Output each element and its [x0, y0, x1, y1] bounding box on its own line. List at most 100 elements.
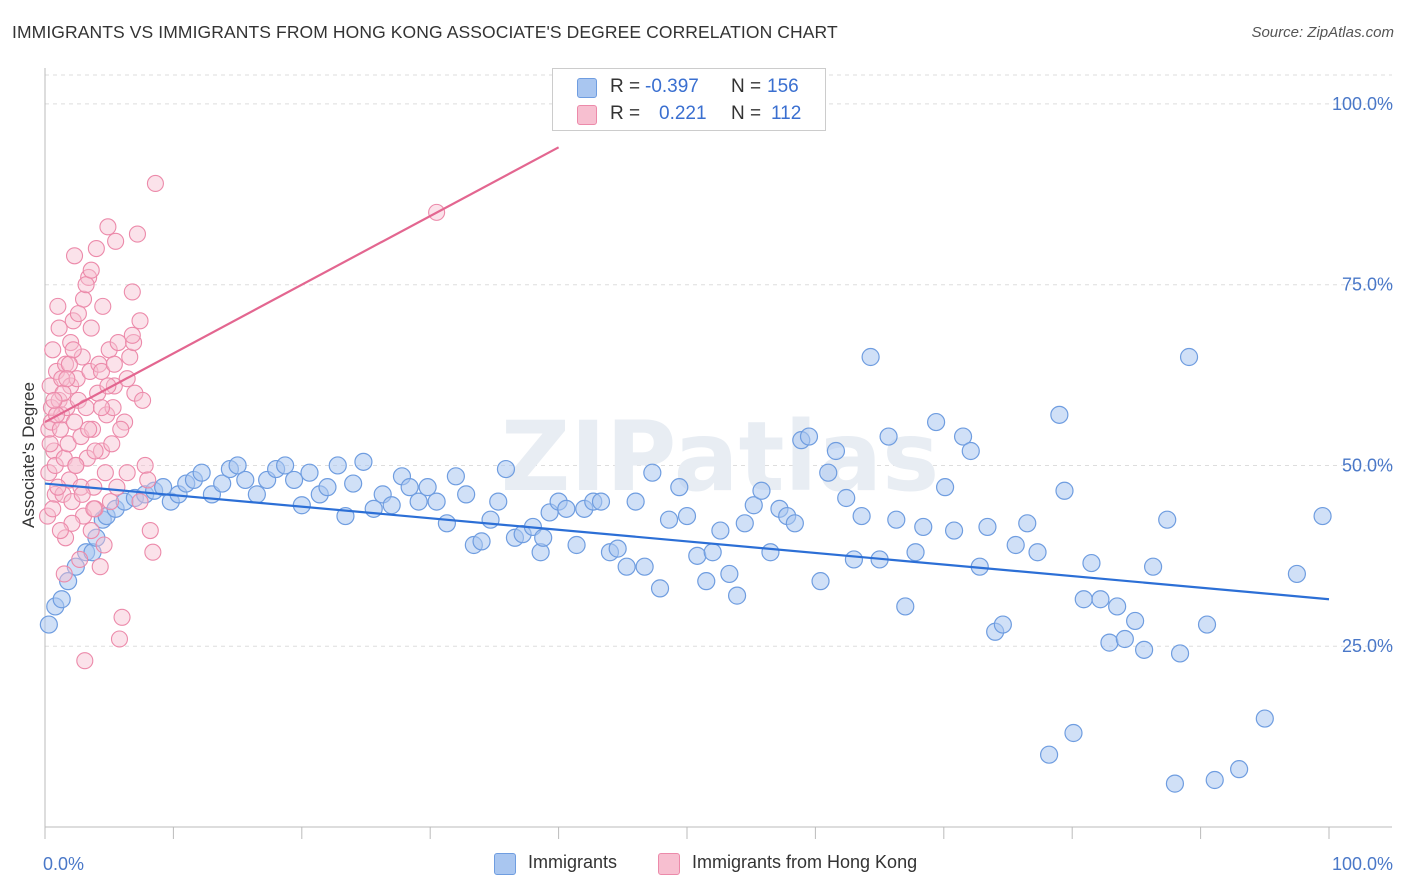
- immigrants-point: [1135, 640, 1154, 659]
- immigrants-point: [659, 510, 679, 529]
- hongkong-point: [110, 630, 129, 648]
- bottom-legend-swatch-pink: [658, 853, 680, 875]
- chart-title: IMMIGRANTS VS IMMIGRANTS FROM HONG KONG …: [12, 22, 838, 42]
- hongkong-point: [80, 420, 98, 438]
- immigrants-point: [1115, 629, 1134, 649]
- hongkong-point: [123, 283, 141, 301]
- immigrants-point: [961, 441, 980, 461]
- hongkong-point: [99, 218, 117, 236]
- immigrants-point: [1055, 481, 1074, 500]
- immigrants-point: [591, 492, 611, 511]
- immigrants-point: [935, 478, 955, 497]
- immigrants-point: [457, 485, 476, 504]
- hongkong-point: [56, 355, 75, 373]
- immigrants-point: [481, 510, 500, 529]
- immigrants-point: [617, 557, 636, 576]
- hongkong-point: [60, 355, 78, 373]
- bottom-legend-label: Immigrants from Hong Kong: [692, 852, 918, 872]
- hongkong-point: [51, 521, 69, 540]
- immigrants-point: [906, 543, 925, 562]
- immigrants-point: [643, 463, 662, 482]
- immigrants-point: [1230, 760, 1249, 779]
- immigrants-point: [852, 506, 871, 526]
- hongkong-point: [139, 471, 157, 489]
- hongkong-point: [134, 391, 152, 409]
- immigrants-point: [1287, 564, 1307, 584]
- legend-n-label: N =: [731, 103, 762, 124]
- legend-r-value: 0.221: [659, 103, 707, 124]
- immigrants-point: [1091, 590, 1110, 609]
- hongkong-point: [74, 290, 93, 308]
- hongkong-point: [101, 493, 120, 511]
- immigrants-point: [811, 572, 830, 591]
- hongkong-point: [144, 543, 162, 561]
- immigrants-point: [703, 543, 722, 562]
- immigrants-point: [489, 492, 508, 511]
- immigrants-point: [1064, 723, 1083, 743]
- immigrants-point: [276, 456, 295, 475]
- immigrants-point: [284, 470, 304, 490]
- hongkong-point: [82, 261, 100, 279]
- immigrants-point: [978, 517, 997, 537]
- immigrants-point: [213, 474, 232, 493]
- hongkong-point: [83, 420, 102, 438]
- immigrants-point: [472, 532, 491, 551]
- immigrants-point: [727, 586, 747, 605]
- immigrants-point: [953, 427, 973, 446]
- hongkong-point: [131, 493, 149, 511]
- immigrants-point: [418, 478, 437, 497]
- hongkong-point: [44, 500, 62, 518]
- immigrants-point: [534, 528, 553, 547]
- immigrants-point: [761, 543, 780, 562]
- y-axis-label: Associate's Degree: [19, 382, 38, 528]
- immigrants-point: [236, 470, 255, 490]
- immigrants-point: [247, 485, 266, 504]
- y-tick-label: 25.0%: [1342, 636, 1393, 656]
- immigrants-point: [752, 481, 771, 500]
- legend-swatch-pink: [577, 105, 597, 125]
- immigrants-point: [677, 506, 697, 526]
- hongkong-point: [69, 305, 87, 323]
- hongkong-point: [46, 456, 64, 475]
- immigrants-point: [1126, 611, 1145, 631]
- hongkong-point: [82, 319, 100, 337]
- immigrants-point: [300, 463, 319, 482]
- x-tick-label: 0.0%: [43, 854, 84, 874]
- legend-swatch-blue: [577, 78, 597, 98]
- hongkong-point: [82, 521, 100, 540]
- correlation-legend: R = -0.397 N = 156 R = 0.221 N = 112: [552, 68, 826, 131]
- legend-n-value: 112: [771, 103, 802, 124]
- hongkong-point: [92, 399, 111, 417]
- immigrants-point: [697, 572, 716, 591]
- immigrants-point: [650, 579, 670, 598]
- immigrants-point: [799, 427, 819, 446]
- hongkong-point: [96, 464, 114, 482]
- trend-lines: [44, 146, 1330, 601]
- immigrants-point: [400, 478, 419, 497]
- hongkong-point: [112, 420, 130, 438]
- hongkong-point: [49, 297, 67, 315]
- hongkong-point: [141, 521, 159, 540]
- hongkong-point: [67, 456, 85, 475]
- immigrants-point: [826, 441, 846, 461]
- immigrants-point: [192, 463, 211, 482]
- immigrants-point: [879, 427, 898, 446]
- immigrants-point: [785, 514, 804, 533]
- immigrants-point: [1143, 557, 1163, 576]
- immigrants-point: [1170, 644, 1190, 663]
- hongkong-point: [50, 319, 68, 337]
- immigrants-point: [427, 492, 446, 511]
- immigrants-point: [52, 590, 71, 609]
- immigrants-point: [318, 478, 337, 497]
- hongkong-point: [64, 341, 82, 359]
- hongkong-point: [87, 239, 105, 258]
- hongkong-point: [59, 435, 77, 453]
- x-tick-label: 100.0%: [1332, 854, 1393, 874]
- immigrants-point: [328, 456, 347, 475]
- hongkong-point: [123, 326, 141, 344]
- hongkong-point: [94, 297, 112, 315]
- immigrants-point: [1313, 506, 1332, 526]
- immigrants-point: [1158, 510, 1177, 529]
- hongkong-point: [121, 348, 139, 366]
